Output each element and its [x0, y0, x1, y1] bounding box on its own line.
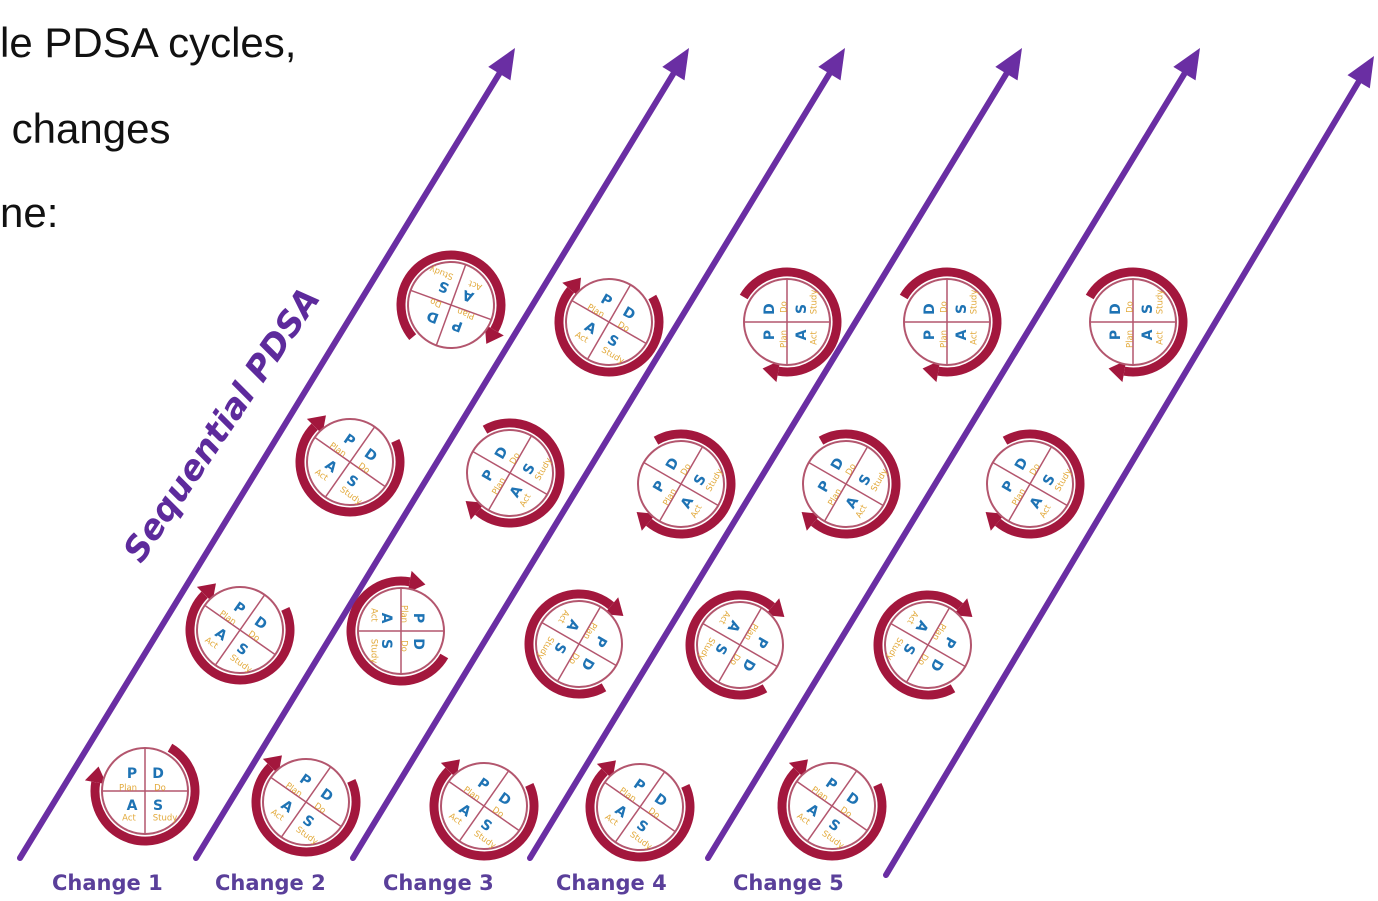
- diagonal-arrow-icon: [193, 48, 689, 861]
- quadrant-word: Plan: [940, 330, 950, 348]
- quadrant-letter: P: [127, 766, 137, 782]
- circular-arrow-icon: [873, 590, 973, 700]
- quadrant-word: Act: [1156, 330, 1166, 344]
- quadrant-letter: A: [460, 286, 476, 305]
- quadrant-letter: P: [922, 330, 938, 340]
- quadrant-letter: D: [922, 303, 938, 315]
- quadrant-word: Study: [369, 639, 379, 664]
- circular-arrow-icon: [985, 429, 1085, 539]
- quadrant-letter: A: [1140, 329, 1156, 340]
- quadrant-letter: P: [1108, 330, 1124, 340]
- change-label-5: Change 5: [733, 871, 844, 895]
- quadrant-word: Do: [940, 301, 950, 313]
- quadrant-letter: A: [127, 798, 138, 814]
- quadrant-letter: A: [794, 329, 810, 340]
- quadrant-word: Study: [970, 290, 980, 315]
- quadrant-word: Study: [1156, 290, 1166, 315]
- circular-arrow-icon: [554, 277, 664, 377]
- quadrant-letter: P: [410, 613, 426, 623]
- quadrant-word: Act: [810, 330, 820, 344]
- quadrant-word: Do: [399, 640, 409, 652]
- quadrant-word: Do: [1126, 301, 1136, 313]
- quadrant-word: Act: [122, 814, 136, 824]
- quadrant-word: Plan: [399, 605, 409, 623]
- circular-arrow-icon: [1085, 267, 1188, 383]
- change-label-4: Change 4: [556, 871, 667, 895]
- diagonal-arrow-icon: [350, 48, 845, 861]
- circular-arrow-icon: [899, 267, 1002, 383]
- quadrant-word: Act: [369, 608, 379, 622]
- heading-line-3: ne:: [0, 189, 59, 236]
- diagonal-arrow-icon: [17, 48, 515, 861]
- circular-arrow-icon: [465, 418, 565, 528]
- heading-line-2: changes: [0, 105, 171, 152]
- diagonal-arrow-icon: [705, 48, 1200, 861]
- change-label-3: Change 3: [383, 871, 494, 895]
- circular-arrow-icon: [739, 267, 842, 383]
- quadrant-word: Study: [153, 814, 178, 824]
- quadrant-word: Act: [970, 330, 980, 344]
- circular-arrow-icon: [346, 570, 449, 686]
- quadrant-letter: S: [1140, 304, 1156, 314]
- quadrant-word: Plan: [1126, 330, 1136, 348]
- quadrant-letter: S: [153, 798, 163, 814]
- quadrant-letter: D: [152, 766, 164, 782]
- quadrant-letter: S: [794, 304, 810, 314]
- quadrant-word: Act: [467, 277, 484, 291]
- quadrant-word: Do: [780, 301, 790, 313]
- diagonal-arrow-icon: [527, 48, 1022, 861]
- quadrant-letter: P: [450, 316, 465, 335]
- quadrant-letter: D: [425, 307, 441, 326]
- quadrant-word: Study: [810, 290, 820, 315]
- circular-arrow-icon: [524, 589, 624, 699]
- quadrant-letter: S: [954, 304, 970, 314]
- quadrant-word: Do: [154, 784, 166, 794]
- change-label-2: Change 2: [215, 871, 326, 895]
- quadrant-word: Do: [429, 296, 443, 309]
- circular-arrow-icon: [636, 429, 736, 539]
- quadrant-letter: A: [954, 329, 970, 340]
- quadrant-letter: D: [762, 303, 778, 315]
- quadrant-letter: S: [378, 639, 394, 649]
- circular-arrow-icon: [685, 590, 785, 700]
- quadrant-word: Plan: [780, 330, 790, 348]
- quadrant-letter: P: [762, 330, 778, 340]
- quadrant-letter: A: [378, 613, 394, 624]
- diagonal-arrow-icon: [883, 56, 1374, 878]
- heading-line-1: le PDSA cycles,: [0, 19, 297, 66]
- quadrant-letter: D: [1108, 303, 1124, 315]
- quadrant-word: Plan: [119, 784, 137, 794]
- circular-arrow-icon: [801, 429, 901, 539]
- quadrant-letter: D: [410, 638, 426, 650]
- change-label-1: Change 1: [52, 871, 163, 895]
- circular-arrow-icon: [396, 250, 506, 344]
- circular-arrow-icon: [84, 743, 200, 846]
